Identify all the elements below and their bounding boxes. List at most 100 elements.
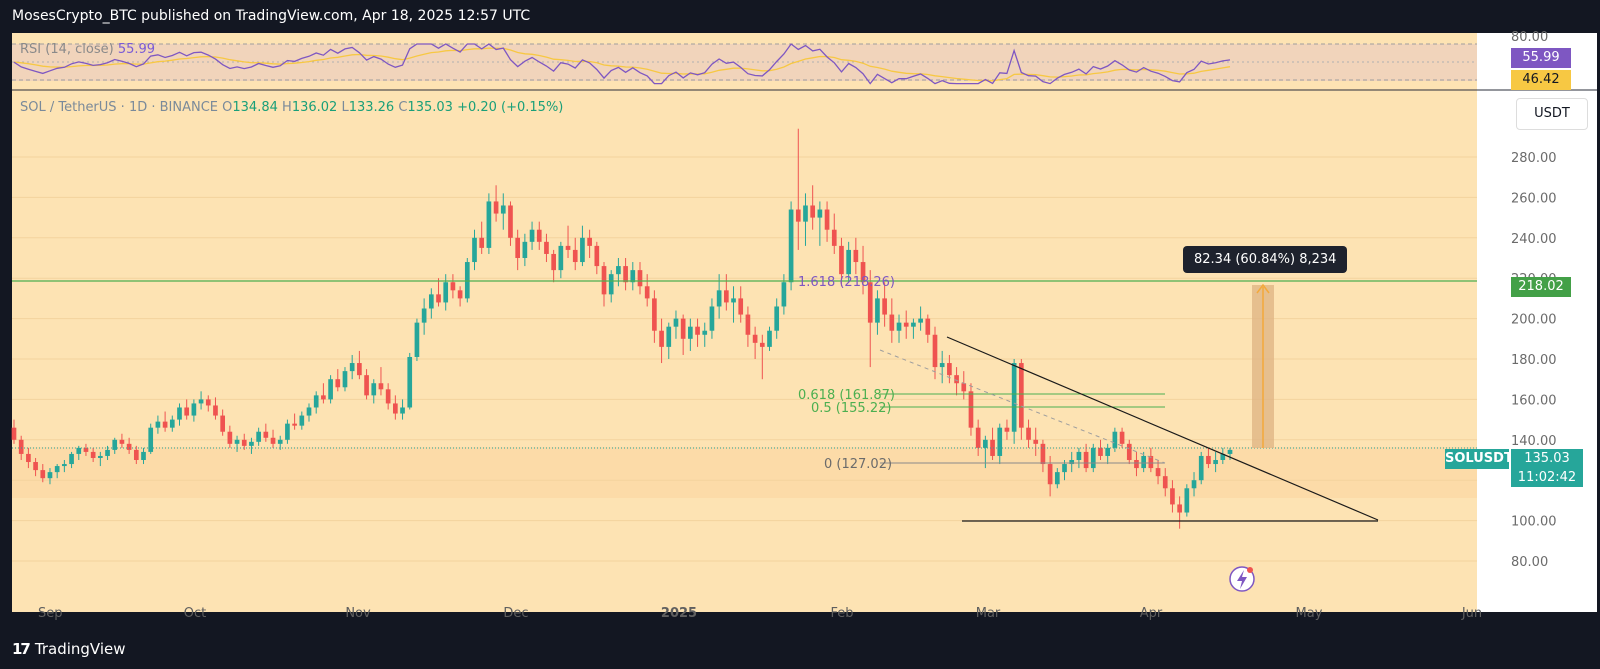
candle-body xyxy=(522,241,528,258)
candle-body xyxy=(558,245,564,271)
candle-body xyxy=(767,330,772,347)
candle xyxy=(162,411,168,432)
candle-body xyxy=(759,342,765,347)
candle xyxy=(1162,468,1168,497)
candle-body xyxy=(1148,455,1154,469)
candle-body xyxy=(738,298,744,315)
candle xyxy=(69,451,74,469)
price-tick-label: 280.00 xyxy=(1511,151,1557,166)
candle-body xyxy=(292,423,297,426)
candle-body xyxy=(155,421,161,428)
candle xyxy=(112,437,118,454)
rsi-ma-tag: 46.42 xyxy=(1511,70,1571,90)
candle-body xyxy=(1083,451,1089,469)
candle-body xyxy=(673,318,679,327)
candle xyxy=(443,274,449,311)
candle-body xyxy=(371,383,377,396)
candle xyxy=(774,298,780,339)
candle xyxy=(558,241,564,279)
candle-body xyxy=(1062,464,1067,473)
candle xyxy=(493,185,499,222)
candle-body xyxy=(831,229,837,246)
candle-body xyxy=(954,375,959,384)
rsi-value-tag: 55.99 xyxy=(1511,48,1571,68)
candle xyxy=(393,395,398,420)
candle-body xyxy=(1004,427,1010,432)
candle-body xyxy=(702,330,708,335)
candle xyxy=(652,290,657,343)
candle-body xyxy=(162,421,168,428)
descending-trendline[interactable] xyxy=(946,336,1379,521)
candle-body xyxy=(364,375,369,396)
candle-body xyxy=(623,266,628,283)
candle xyxy=(608,270,614,303)
candle xyxy=(831,213,837,254)
candle xyxy=(184,399,190,420)
candle xyxy=(299,411,305,430)
candle xyxy=(306,403,312,422)
candle-body xyxy=(1054,472,1060,485)
candle xyxy=(824,201,830,242)
rsi-legend-value: 55.99 xyxy=(117,42,156,57)
candle xyxy=(11,419,17,444)
rsi-pane xyxy=(12,43,1477,85)
candle-body xyxy=(867,282,873,323)
candle xyxy=(33,457,38,477)
measure-arrow-head xyxy=(1256,283,1270,294)
candle-body xyxy=(795,209,801,222)
candle-body xyxy=(1112,431,1118,448)
candle-body xyxy=(630,270,636,283)
candle xyxy=(839,237,844,287)
candle-body xyxy=(263,431,269,438)
candle-body xyxy=(716,290,722,307)
candle-body xyxy=(500,205,506,214)
candle xyxy=(752,326,758,359)
candle-body xyxy=(1220,453,1226,460)
candle xyxy=(623,258,628,291)
candle xyxy=(421,298,427,335)
candle-body xyxy=(637,270,643,287)
candle xyxy=(227,425,233,448)
candle xyxy=(889,298,895,343)
candle xyxy=(666,322,672,359)
candle xyxy=(1033,427,1039,456)
candle-body xyxy=(205,399,211,406)
time-tick-label: Apr xyxy=(1140,606,1163,621)
candle xyxy=(1018,359,1024,440)
symbol-name[interactable]: SOL / TetherUS · 1D · BINANCE xyxy=(20,100,219,115)
candle xyxy=(285,419,290,444)
currency-button[interactable]: USDT xyxy=(1516,98,1588,130)
candle xyxy=(709,298,715,339)
candle-body xyxy=(472,237,477,263)
candle-body xyxy=(313,395,319,408)
candle-body xyxy=(1069,460,1075,465)
fib-trend-line[interactable] xyxy=(879,349,1166,464)
candle xyxy=(1141,451,1146,473)
candle-body xyxy=(1040,443,1046,465)
candle-body xyxy=(709,306,715,331)
time-tick-label: Mar xyxy=(976,606,1001,621)
candle-body xyxy=(270,437,276,444)
candle-body xyxy=(457,290,463,299)
candle xyxy=(896,314,902,343)
candle xyxy=(1004,419,1010,440)
candle xyxy=(659,318,664,364)
candle xyxy=(673,310,679,339)
candle xyxy=(277,435,283,450)
price-tick-label: 80.00 xyxy=(1511,555,1548,570)
candle xyxy=(1090,443,1096,473)
candle xyxy=(1105,443,1111,465)
candle xyxy=(1198,451,1204,485)
candle xyxy=(191,399,197,422)
candle xyxy=(385,383,391,410)
candle-body xyxy=(169,419,175,428)
candle-body xyxy=(788,209,794,283)
candle-body xyxy=(11,427,17,440)
change-value: +0.20 (+0.15%) xyxy=(457,100,564,115)
candle-body xyxy=(616,266,621,275)
fib-label-1618: 1.618 (218.26) xyxy=(798,275,895,290)
time-axis[interactable]: Sep Oct Nov Dec 2025 Feb Mar Apr May Jun xyxy=(38,606,1482,621)
candle xyxy=(472,229,477,271)
candle xyxy=(594,241,600,275)
